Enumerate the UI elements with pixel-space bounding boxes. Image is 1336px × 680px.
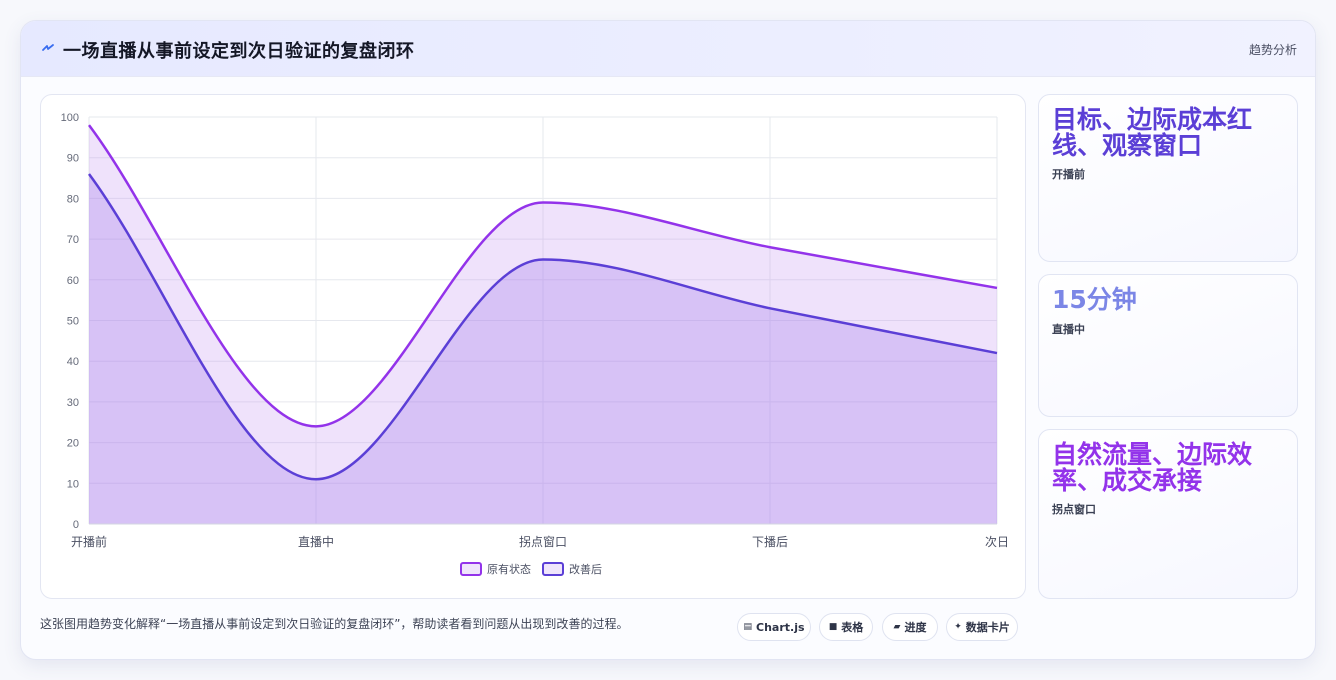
card-header: 一场直播从事前设定到次日验证的复盘闭环 趋势分析 <box>21 21 1315 77</box>
pill-table[interactable]: ■ 表格 <box>819 613 873 641</box>
y-tick-label: 30 <box>67 397 79 409</box>
y-tick-label: 70 <box>67 234 79 246</box>
bolt-icon <box>42 44 54 51</box>
report-card: 一场直播从事前设定到次日验证的复盘闭环 趋势分析 0 10 20 30 40 50 60 70… <box>20 20 1316 660</box>
stat-card-1-label: 开播前 <box>1052 168 1085 181</box>
stat-card-2-label: 直播中 <box>1052 323 1085 336</box>
legend-swatch <box>460 562 482 576</box>
stat-card-3: 自然流量、边际效率、成交承接 拐点窗口 <box>1038 429 1298 599</box>
y-tick-label: 100 <box>61 112 79 124</box>
area-chart: 0 10 20 30 40 50 60 70 80 90 100 开播前 直播中 拐点窗口 下播后 次日原有状… <box>61 112 1009 576</box>
pill-label: Chart.js <box>756 620 805 634</box>
pill-label: 进度 <box>904 621 927 634</box>
y-tick-label: 10 <box>67 478 79 490</box>
table-icon: ■ <box>828 622 838 632</box>
analysis-tag: 趋势分析 <box>1248 43 1297 57</box>
stat-card-3-label: 拐点窗口 <box>1052 503 1096 516</box>
y-tick-label: 50 <box>67 316 79 328</box>
x-tick-label: 直播中 <box>298 534 334 549</box>
legend-swatch <box>542 562 564 576</box>
pill-data-card[interactable]: ✦ 数据卡片 <box>946 613 1018 641</box>
y-tick-label: 90 <box>67 153 79 165</box>
stat-card-1-value: 目标、边际成本红线、观察窗口 <box>1052 105 1253 160</box>
stat-card-2-value: 15分钟 <box>1052 285 1137 314</box>
page-title: 一场直播从事前设定到次日验证的复盘闭环 <box>63 41 415 62</box>
series-area <box>89 125 997 524</box>
y-tick-label: 60 <box>67 275 79 287</box>
pill-label: 数据卡片 <box>965 621 1010 634</box>
progress-icon: ▰ <box>893 622 901 632</box>
stat-card-1: 目标、边际成本红线、观察窗口 开播前 <box>1038 94 1298 262</box>
legend-label: 原有状态 <box>487 562 531 576</box>
series-area <box>89 173 997 524</box>
pill-label: 表格 <box>841 621 864 634</box>
y-tick-label: 80 <box>67 193 79 205</box>
sparkle-icon: ✦ <box>954 622 962 632</box>
x-tick-label: 拐点窗口 <box>519 534 567 549</box>
chart-caption: 这张图用趋势变化解释“一场直播从事前设定到次日验证的复盘闭环”，帮助读者看到问题… <box>40 617 629 631</box>
y-tick-label: 40 <box>67 356 79 368</box>
chart-panel: 0 10 20 30 40 50 60 70 80 90 100 开播前 直播中 拐点窗口 下播后 次日原有状… <box>40 94 1026 599</box>
series-line <box>87 173 998 481</box>
stat-card-2: 15分钟 直播中 <box>1038 274 1298 417</box>
y-tick-label: 0 <box>73 519 79 531</box>
chart-icon: ▤ <box>743 622 752 632</box>
pill-progress[interactable]: ▰ 进度 <box>882 613 938 641</box>
y-tick-label: 20 <box>67 438 79 450</box>
legend-label: 改善后 <box>569 562 602 576</box>
x-tick-label: 下播后 <box>752 535 788 549</box>
series-line <box>88 124 998 428</box>
pill-chartjs[interactable]: ▤ Chart.js <box>737 613 811 641</box>
x-tick-label: 开播前 <box>71 534 107 549</box>
x-tick-label: 次日 <box>985 535 1009 549</box>
stat-card-3-value: 自然流量、边际效率、成交承接 <box>1052 440 1253 495</box>
